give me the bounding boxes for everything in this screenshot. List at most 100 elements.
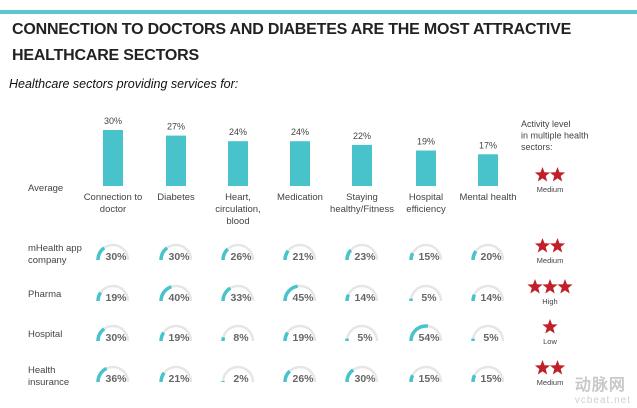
- category-label: Medication: [277, 192, 323, 203]
- star-icon: [549, 238, 566, 253]
- row-label-average: Average: [28, 183, 63, 194]
- star-icon: [534, 360, 551, 375]
- category-label: healthy/Fitness: [330, 204, 394, 215]
- average-value-label: 24%: [229, 127, 247, 137]
- gauge-track: [345, 324, 379, 342]
- gauge-value-label: 30%: [354, 373, 376, 385]
- average-value-label: 17%: [479, 140, 497, 150]
- category-label: Hospital: [409, 192, 443, 203]
- activity-level-label: Low: [543, 337, 557, 346]
- activity-level-label: Medium: [537, 378, 564, 387]
- activity-header: in multiple health: [521, 131, 589, 141]
- activity-level-label: Medium: [537, 185, 564, 194]
- gauge-fill: [221, 286, 232, 302]
- watermark-text: 动脉网: [574, 377, 626, 394]
- page-subtitle: Healthcare sectors providing services fo…: [9, 77, 239, 91]
- gauge-fill: [345, 248, 353, 261]
- gauge-value-label: 2%: [233, 373, 249, 385]
- gauge-fill: [409, 324, 429, 342]
- gauge-value-label: 30%: [168, 251, 190, 263]
- gauge-value-label: 33%: [230, 292, 252, 304]
- gauge-fill: [409, 252, 415, 261]
- gauge-fill: [159, 331, 166, 342]
- star-icon: [527, 279, 543, 294]
- gauge-fill: [345, 293, 351, 302]
- average-value-label: 22%: [353, 131, 371, 141]
- category-label: Connection to: [84, 192, 143, 203]
- gauge-value-label: 8%: [233, 332, 249, 344]
- gauge-value-label: 20%: [480, 251, 502, 263]
- row-label: company: [28, 255, 67, 266]
- gauge-value-label: 30%: [105, 251, 127, 263]
- gauge-value-label: 21%: [292, 251, 314, 263]
- row-label: Pharma: [28, 289, 62, 300]
- star-icon: [549, 167, 566, 182]
- gauge-fill: [159, 246, 169, 261]
- average-bar-4: [290, 141, 310, 186]
- activity-header: sectors:: [521, 142, 553, 152]
- watermark-url: vcbeat.net: [574, 395, 631, 406]
- gauge-fill: [221, 247, 230, 261]
- gauge-value-label: 36%: [105, 373, 127, 385]
- activity-header: Activity level: [521, 119, 571, 129]
- gauge-fill: [471, 293, 477, 302]
- gauge-track: [471, 324, 505, 342]
- average-bar-1: [103, 130, 123, 186]
- gauge-value-label: 5%: [357, 332, 373, 344]
- average-bar-2: [166, 135, 186, 186]
- gauge-fill: [471, 250, 478, 261]
- gauge-value-label: 5%: [483, 332, 499, 344]
- gauge-fill: [283, 249, 290, 261]
- gauge-fill: [345, 368, 355, 383]
- average-bar-3: [228, 141, 248, 186]
- gauge-track: [221, 365, 255, 383]
- gauge-value-label: 26%: [292, 373, 314, 385]
- gauge-value-label: 19%: [292, 332, 314, 344]
- gauge-fill: [96, 246, 106, 261]
- gauge-fill: [409, 374, 415, 383]
- gauge-value-label: 5%: [421, 292, 437, 304]
- category-label: Staying: [346, 192, 378, 203]
- average-bar-7: [478, 154, 498, 186]
- gauge-fill: [159, 371, 166, 383]
- category-label: Heart,: [225, 192, 251, 203]
- gauge-value-label: 54%: [418, 332, 440, 344]
- average-bar-5: [352, 144, 372, 186]
- gauge-value-label: 45%: [292, 292, 314, 304]
- gauge-fill: [283, 369, 292, 383]
- gauge-fill: [283, 331, 290, 342]
- gauge-fill: [159, 285, 173, 302]
- average-value-label: 27%: [167, 122, 185, 132]
- gauge-value-label: 26%: [230, 251, 252, 263]
- gauge-value-label: 21%: [168, 373, 190, 385]
- average-value-label: 19%: [417, 137, 435, 147]
- average-value-label: 30%: [104, 116, 122, 126]
- gauge-track: [221, 324, 255, 342]
- watermark: 动脉网 vcbeat.net: [575, 371, 631, 406]
- gauge-value-label: 19%: [168, 332, 190, 344]
- average-value-label: 24%: [291, 127, 309, 137]
- category-label: doctor: [100, 204, 126, 215]
- gauge-fill: [96, 327, 106, 342]
- star-icon: [534, 238, 551, 253]
- gauge-fill: [471, 374, 477, 383]
- category-label: efficiency: [406, 204, 446, 215]
- gauge-value-label: 30%: [105, 332, 127, 344]
- star-icon: [542, 279, 558, 294]
- gauge-value-label: 40%: [168, 292, 190, 304]
- gauge-track: [409, 284, 443, 302]
- gauge-fill: [96, 291, 103, 302]
- average-bar-6: [416, 150, 436, 186]
- category-label: circulation,: [215, 204, 260, 215]
- activity-level-label: High: [542, 297, 557, 306]
- page-title: Connection to doctors and Diabetes are t…: [12, 21, 572, 64]
- gauge-value-label: 23%: [354, 251, 376, 263]
- row-label: mHealth app: [28, 243, 82, 254]
- gauge-value-label: 19%: [105, 292, 127, 304]
- top-accent-line: [0, 10, 637, 14]
- gauge-fill: [283, 284, 299, 302]
- gauge-value-label: 15%: [418, 251, 440, 263]
- gauge-value-label: 14%: [480, 292, 502, 304]
- gauge-fill: [96, 366, 108, 383]
